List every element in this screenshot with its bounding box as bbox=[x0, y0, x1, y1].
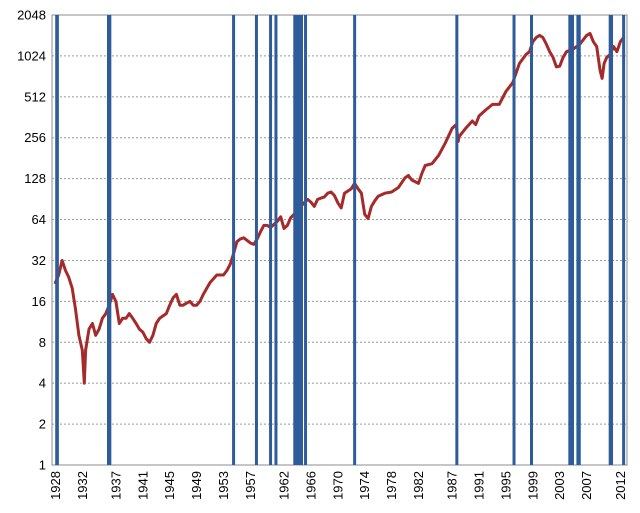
x-tick-label: 1945 bbox=[162, 471, 177, 500]
x-tick-label: 1970 bbox=[330, 471, 345, 500]
series-line bbox=[53, 31, 626, 385]
x-tick-label: 1987 bbox=[445, 471, 460, 500]
y-tick-label: 1 bbox=[39, 458, 46, 473]
x-tick-label: 1982 bbox=[411, 471, 426, 500]
x-tick-label: 1995 bbox=[498, 471, 513, 500]
x-tick-label: 1941 bbox=[135, 471, 150, 500]
y-tick-label: 32 bbox=[32, 253, 46, 268]
x-axis-ticks: 1928 1932 1937 1941 1945 1949 1953 1957 1962 1966… bbox=[48, 471, 628, 500]
y-tick-label: 128 bbox=[24, 171, 46, 186]
x-tick-label: 1949 bbox=[189, 471, 204, 500]
y-tick-label: 2048 bbox=[17, 8, 46, 23]
x-tick-label: 1978 bbox=[384, 471, 399, 500]
y-tick-label: 8 bbox=[39, 335, 46, 350]
y-axis-ticks: 1 2 4 8 16 32 64 128 256 512 1024 2048 bbox=[17, 8, 46, 473]
x-tick-label: 1953 bbox=[216, 471, 231, 500]
x-tick-label: 1962 bbox=[277, 471, 292, 500]
x-tick-label: 1937 bbox=[108, 471, 123, 500]
y-tick-label: 512 bbox=[24, 89, 46, 104]
x-tick-label: 1991 bbox=[472, 471, 487, 500]
x-tick-label: 2012 bbox=[613, 471, 628, 500]
series-layer bbox=[53, 31, 626, 385]
event-lines bbox=[55, 15, 626, 465]
y-tick-label: 2 bbox=[39, 417, 46, 432]
x-tick-label: 1974 bbox=[357, 471, 372, 500]
x-tick-label: 1957 bbox=[243, 471, 258, 500]
x-tick-label: 1932 bbox=[75, 471, 90, 500]
y-tick-label: 16 bbox=[32, 294, 46, 309]
x-tick-label: 2003 bbox=[552, 471, 567, 500]
plot-area bbox=[51, 14, 628, 466]
x-tick-label: 2007 bbox=[579, 471, 594, 500]
y-tick-label: 64 bbox=[32, 212, 46, 227]
x-tick-label: 1966 bbox=[303, 471, 318, 500]
x-tick-label: 1999 bbox=[525, 471, 540, 500]
y-tick-label: 4 bbox=[39, 376, 46, 391]
y-tick-label: 1024 bbox=[17, 48, 46, 63]
y-tick-label: 256 bbox=[24, 130, 46, 145]
x-tick-label: 1928 bbox=[48, 471, 63, 500]
